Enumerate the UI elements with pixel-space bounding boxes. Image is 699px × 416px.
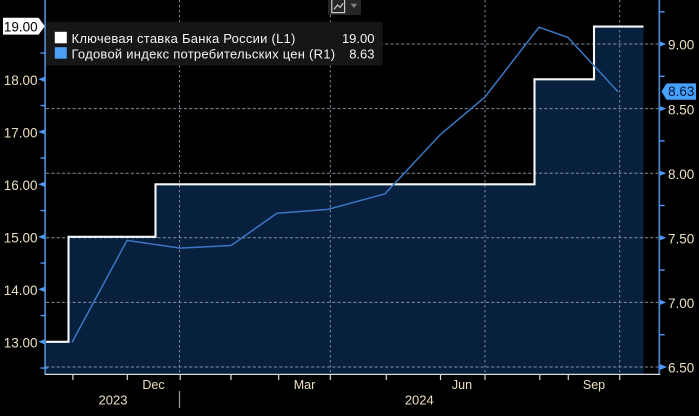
- svg-text:9.00: 9.00: [668, 38, 694, 53]
- svg-text:8.63: 8.63: [668, 84, 694, 99]
- svg-text:7.50: 7.50: [668, 232, 694, 247]
- svg-text:19.00: 19.00: [4, 19, 38, 34]
- svg-text:Годовой индекс потребительских: Годовой индекс потребительских цен (R1): [72, 46, 336, 61]
- svg-text:19.00: 19.00: [342, 31, 375, 46]
- svg-text:6.50: 6.50: [668, 361, 694, 376]
- svg-text:2023: 2023: [99, 393, 128, 408]
- svg-text:8.50: 8.50: [668, 102, 694, 117]
- svg-text:Sep: Sep: [583, 378, 605, 392]
- svg-text:Mar: Mar: [294, 378, 316, 392]
- svg-text:2024: 2024: [405, 393, 434, 408]
- svg-text:16.00: 16.00: [4, 178, 38, 193]
- svg-text:15.00: 15.00: [4, 231, 38, 246]
- svg-text:8.00: 8.00: [668, 167, 694, 182]
- svg-text:8.63: 8.63: [349, 46, 374, 61]
- svg-text:Dec: Dec: [142, 378, 164, 392]
- svg-text:13.00: 13.00: [4, 336, 38, 351]
- svg-text:18.00: 18.00: [4, 73, 38, 88]
- svg-text:Jun: Jun: [452, 378, 472, 392]
- svg-text:14.00: 14.00: [4, 283, 38, 298]
- svg-text:17.00: 17.00: [4, 126, 38, 141]
- svg-text:7.00: 7.00: [668, 296, 694, 311]
- svg-text:Ключевая ставка Банка России (: Ключевая ставка Банка России (L1): [72, 31, 296, 46]
